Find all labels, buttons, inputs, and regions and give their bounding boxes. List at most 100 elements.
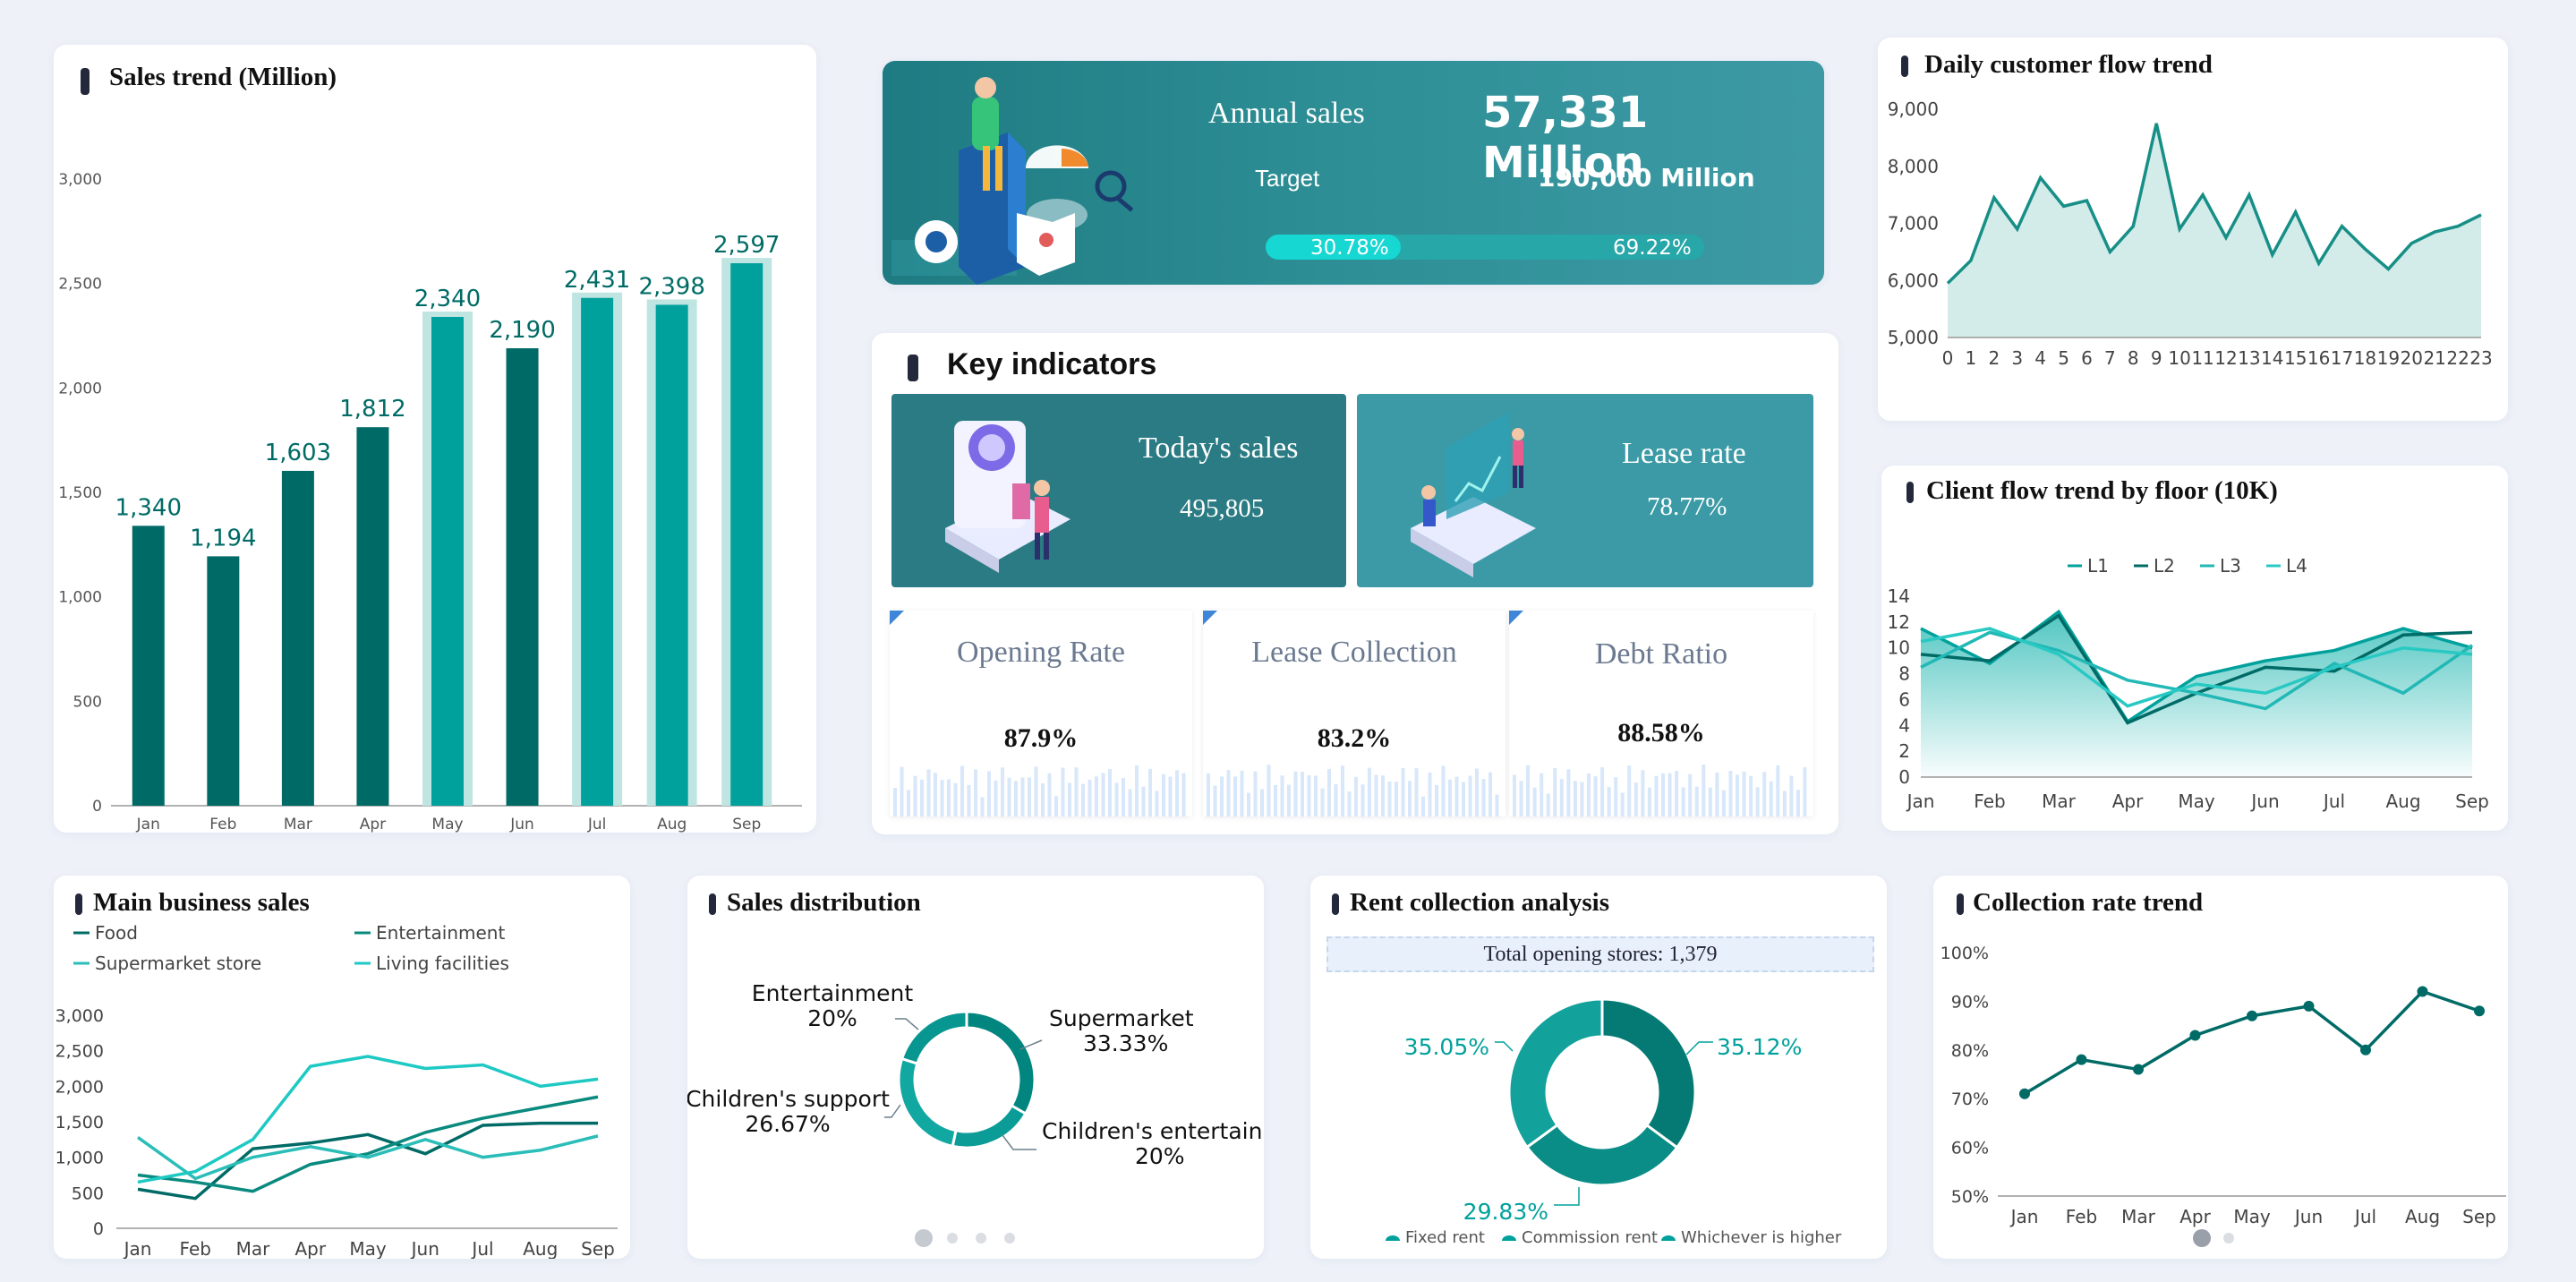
banner-illustration: [891, 77, 1134, 285]
card-title: Daily customer flow trend: [1924, 50, 2213, 79]
sales-progress-bar: 30.78% 69.22%: [1266, 235, 1704, 260]
spark-bar: [1240, 770, 1244, 816]
x-tick-label: 0: [1942, 347, 1954, 369]
x-tick-label: Apr: [360, 816, 386, 833]
spark-bar: [1488, 772, 1492, 816]
x-tick-label: Jun: [2293, 1206, 2323, 1227]
x-tick-label: Mar: [236, 1238, 271, 1259]
x-tick-label: 22: [2446, 347, 2469, 369]
slice-percent: 20%: [1135, 1143, 1185, 1169]
target-value: 190,000 Million: [1538, 163, 1755, 192]
lease-rate-label: Lease rate: [1622, 437, 1746, 470]
spark-bar: [1334, 784, 1338, 816]
lease-collection-label: Lease Collection: [1251, 636, 1457, 669]
rent-collection-chart: 35.12% 29.83% 35.05% Fixed rent Commission r…: [1386, 997, 1842, 1247]
y-tick-label: 12: [1888, 611, 1910, 633]
spark-bar: [926, 769, 931, 816]
spark-bar: [1122, 778, 1125, 816]
spark-bar: [1361, 784, 1365, 816]
y-tick-label: 1,500: [58, 484, 102, 502]
spark-bar: [1307, 775, 1311, 816]
spark-bar: [1468, 775, 1472, 816]
donut-slice: [897, 1056, 958, 1149]
leader-line: [1685, 1041, 1713, 1056]
y-tick-label: 2,000: [58, 380, 102, 397]
y-tick-label: 70%: [1951, 1090, 1989, 1109]
total-stores-box: Total opening stores: 1,379: [1326, 936, 1874, 972]
leader-line: [884, 1104, 901, 1118]
donut-slice: [951, 1103, 1028, 1150]
decorative-sparkbars: [893, 765, 1186, 816]
opening-rate-label: Opening Rate: [957, 636, 1125, 669]
spark-bar: [1141, 786, 1146, 816]
data-point: [2133, 1064, 2144, 1075]
spark-bar: [1301, 771, 1304, 816]
spark-bar: [934, 773, 937, 816]
progress-remaining-label: 69.22%: [1613, 236, 1692, 260]
spark-bar: [1395, 782, 1398, 816]
sales-trend-card: Sales trend (Million) 0 500 1,000 1,500 2,00…: [54, 45, 816, 833]
card-title: Sales distribution: [727, 888, 921, 917]
x-tick-label: Apr: [2112, 791, 2144, 812]
annual-sales-banner: Annual sales 57,331 Million Target 190,0…: [883, 61, 1824, 285]
y-tick-label: 1,000: [58, 589, 102, 607]
carousel-dots[interactable]: [911, 1225, 1019, 1252]
opening-rate-value: 87.9%: [1003, 723, 1079, 753]
legend-label: Food: [95, 922, 138, 944]
spark-bar: [1532, 787, 1537, 816]
x-tick-label: Jul: [587, 816, 607, 833]
spark-bar: [1387, 781, 1392, 816]
spark-bar: [1020, 777, 1025, 816]
series-line: [137, 1055, 599, 1184]
legend-marker: [1386, 1235, 1400, 1241]
spark-bar: [1168, 776, 1173, 816]
x-tick-label: Feb: [180, 1238, 211, 1259]
spark-bar: [1207, 773, 1210, 816]
spark-bar: [1454, 776, 1459, 816]
spark-bar: [1782, 791, 1787, 816]
spark-bar: [1736, 774, 1739, 816]
todays-sales-panel: Today's sales 495,805: [891, 394, 1346, 587]
spark-bar: [1274, 785, 1277, 816]
spark-bar: [1095, 776, 1098, 816]
x-tick-label: Sep: [581, 1238, 615, 1259]
x-tick-label: May: [2178, 791, 2215, 812]
x-tick-label: 2: [1988, 347, 2000, 369]
y-tick-label: 3,000: [58, 171, 102, 189]
spark-bar: [1441, 765, 1446, 816]
main-business-card: Main business sales 0 500 1,000 1,500 2,000 2…: [54, 876, 630, 1259]
spark-bar: [1495, 794, 1499, 816]
x-tick-label: May: [349, 1238, 387, 1259]
spark-bar: [1001, 767, 1004, 816]
bar-value-label: 2,431: [564, 267, 630, 294]
spark-bar: [1401, 767, 1405, 816]
slice-percent: 33.33%: [1083, 1030, 1168, 1056]
corner-marker: [1203, 611, 1217, 625]
slice-percent: 35.12%: [1717, 1034, 1802, 1060]
x-tick-label: Mar: [2121, 1206, 2156, 1227]
collection-rate-chart: 50% 60% 70% 80% 90% 100% Jan Feb Mar Apr May Jun Jul…: [1941, 944, 2506, 1227]
bar-value-label: 1,340: [115, 494, 182, 521]
y-tick-label: 2,000: [55, 1077, 104, 1097]
x-tick-label: Apr: [2179, 1206, 2211, 1227]
spark-bar: [1475, 768, 1479, 816]
y-tick-label: 7,000: [1888, 213, 1939, 235]
spark-bar: [1620, 792, 1625, 816]
spark-bar: [1600, 767, 1605, 816]
x-tick-label: 7: [2104, 347, 2116, 369]
spark-bar: [1580, 782, 1584, 816]
spark-bar: [1668, 773, 1672, 816]
carousel-dots[interactable]: [2191, 1225, 2245, 1252]
spark-bar: [1702, 765, 1706, 816]
spark-bar: [987, 771, 991, 816]
spark-bar: [1681, 787, 1685, 816]
leader-line: [1495, 1041, 1514, 1052]
spark-bar: [1462, 782, 1465, 816]
data-point: [2076, 1054, 2087, 1065]
x-tick-label: 20: [2401, 347, 2423, 369]
bar: [655, 304, 688, 806]
title-marker: [709, 893, 716, 915]
card-title: Rent collection analysis: [1350, 888, 1609, 917]
progress-fill: [1266, 235, 1401, 260]
x-tick-label: 12: [2214, 347, 2237, 369]
